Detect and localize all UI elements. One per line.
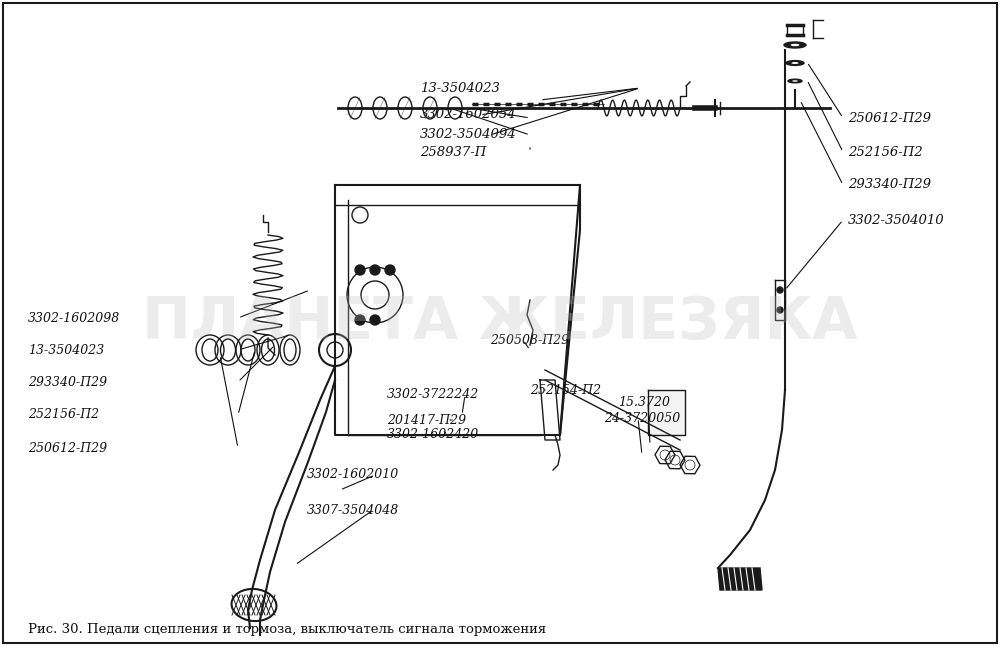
Text: 13-3504023: 13-3504023 xyxy=(420,81,500,94)
Circle shape xyxy=(370,315,380,325)
Text: 293340-П29: 293340-П29 xyxy=(28,375,107,388)
Circle shape xyxy=(777,287,783,293)
Text: 252156-П2: 252156-П2 xyxy=(848,145,923,158)
Text: 250508-П29: 250508-П29 xyxy=(490,333,569,346)
Circle shape xyxy=(355,265,365,275)
Polygon shape xyxy=(718,568,762,590)
Circle shape xyxy=(385,265,395,275)
Polygon shape xyxy=(648,390,685,435)
Text: 201417-П29: 201417-П29 xyxy=(387,413,466,426)
Ellipse shape xyxy=(786,61,804,65)
Text: 3302-1602054: 3302-1602054 xyxy=(420,109,517,121)
Circle shape xyxy=(355,315,365,325)
Ellipse shape xyxy=(791,44,799,47)
Text: 3302-3722242: 3302-3722242 xyxy=(387,388,479,402)
Circle shape xyxy=(777,307,783,313)
Text: 24-3720050: 24-3720050 xyxy=(604,412,680,424)
Ellipse shape xyxy=(788,79,802,83)
Text: 3302-3504010: 3302-3504010 xyxy=(848,213,945,227)
Text: 252154-П2: 252154-П2 xyxy=(530,384,601,397)
Text: 250612-П29: 250612-П29 xyxy=(848,112,931,125)
Ellipse shape xyxy=(791,62,799,64)
Text: 293340-П29: 293340-П29 xyxy=(848,178,931,191)
Text: 3302-1602010: 3302-1602010 xyxy=(307,468,399,481)
Text: 3302-1602420: 3302-1602420 xyxy=(387,428,479,441)
Text: 250612-П29: 250612-П29 xyxy=(28,441,107,455)
Text: 3302-1602098: 3302-1602098 xyxy=(28,311,120,324)
Text: Рис. 30. Педали сцепления и тормоза, выключатель сигнала торможения: Рис. 30. Педали сцепления и тормоза, вык… xyxy=(28,623,546,636)
Ellipse shape xyxy=(792,80,798,82)
Ellipse shape xyxy=(784,42,806,48)
Text: 3307-3504048: 3307-3504048 xyxy=(307,503,399,517)
Circle shape xyxy=(370,265,380,275)
Text: 252156-П2: 252156-П2 xyxy=(28,408,99,421)
Text: ПЛАНЕТА ЖЕЛЕЗЯКА: ПЛАНЕТА ЖЕЛЕЗЯКА xyxy=(142,295,858,351)
Text: 15.3720: 15.3720 xyxy=(618,395,670,408)
Text: 3302-3504094: 3302-3504094 xyxy=(420,129,517,141)
Text: 258937-П: 258937-П xyxy=(420,145,486,158)
Text: 13-3504023: 13-3504023 xyxy=(28,344,104,357)
